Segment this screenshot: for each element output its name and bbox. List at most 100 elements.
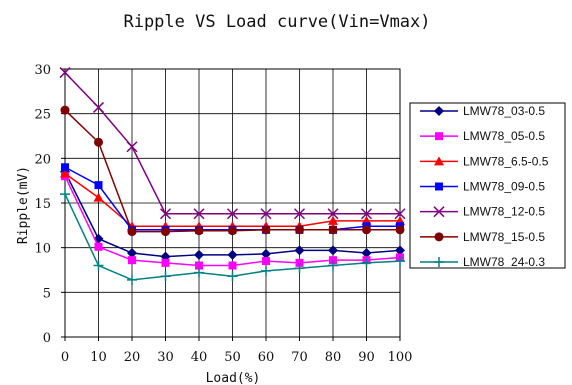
- series-5: [59, 67, 406, 220]
- data-point: [194, 249, 204, 260]
- data-point: [262, 257, 270, 266]
- data-point: [159, 208, 172, 220]
- data-point: [193, 208, 205, 220]
- legend-entry: LMW78_03-0.5: [420, 104, 545, 118]
- data-point: [362, 225, 371, 235]
- data-point: [395, 225, 405, 235]
- legend-label: LMW78_03-0.5: [463, 104, 545, 118]
- data-point: [328, 215, 338, 225]
- data-point: [93, 192, 104, 202]
- legend-label: LMW78_15-0.5: [463, 230, 545, 244]
- x-tick-label: 50: [224, 350, 241, 365]
- data-point: [261, 248, 271, 259]
- data-point: [261, 265, 271, 276]
- data-point: [127, 274, 137, 285]
- x-tick-label: 70: [291, 350, 308, 365]
- chart-title: Ripple VS Load curve(Vin=Vmax): [123, 12, 430, 32]
- legend-marker: [433, 206, 445, 218]
- data-point: [127, 227, 137, 237]
- data-point: [94, 181, 103, 190]
- data-point: [295, 225, 304, 235]
- data-point: [228, 261, 237, 270]
- legend-label: LMW78_12-0.5: [463, 205, 545, 219]
- legend: LMW78_03-0.5 LMW78_05-0.5 LMW78_6.5-0.5 LMW…: [409, 102, 566, 269]
- data-point: [328, 225, 338, 235]
- data-point: [360, 208, 373, 220]
- data-point: [294, 263, 305, 274]
- legend-entry: LMW78_09-0.5: [420, 180, 545, 194]
- data-point: [161, 258, 170, 267]
- data-point: [328, 260, 338, 271]
- data-point: [260, 208, 272, 220]
- x-tick-label: 100: [388, 350, 413, 365]
- data-point: [92, 101, 105, 113]
- data-point: [361, 257, 372, 268]
- data-point: [60, 189, 70, 200]
- data-point: [226, 208, 239, 220]
- x-tick-label: 10: [90, 350, 107, 365]
- legend-entry: LMW78_12-0.5: [420, 205, 545, 219]
- series-6: [60, 105, 405, 237]
- data-point: [329, 256, 337, 265]
- x-axis-label: Load(%): [206, 371, 261, 385]
- data-point: [127, 248, 137, 259]
- legend-marker: [435, 182, 443, 191]
- series-group: [59, 67, 406, 285]
- data-point: [228, 226, 237, 236]
- legend-marker: [434, 257, 444, 267]
- y-tick-label: 15: [34, 197, 51, 212]
- data-point: [59, 67, 71, 79]
- legend-marker: [434, 156, 444, 166]
- x-tick-label: 40: [191, 350, 208, 365]
- data-point: [128, 256, 136, 265]
- legend-marker: [434, 106, 444, 116]
- x-tick-label: 20: [124, 350, 141, 365]
- x-tick-label: 60: [258, 350, 275, 365]
- legend-label: LMW78_05-0.5: [463, 129, 545, 143]
- data-point: [261, 225, 271, 235]
- series-7: [60, 189, 405, 285]
- data-point: [227, 249, 238, 260]
- data-point: [161, 227, 170, 237]
- data-point: [227, 271, 238, 282]
- y-axis-label: Ripple(mV): [16, 166, 31, 244]
- legend-entry: LMW78_24-0.3: [420, 255, 545, 269]
- data-point: [160, 271, 171, 282]
- data-point: [294, 245, 305, 256]
- data-point: [60, 105, 70, 115]
- legend-entry: LMW78_6.5-0.5: [420, 154, 549, 168]
- legend-label: LMW78_6.5-0.5: [463, 154, 549, 168]
- x-tick-label: 0: [61, 350, 69, 365]
- x-tick-label: 80: [325, 350, 342, 365]
- data-point: [328, 245, 338, 256]
- y-tick-label: 10: [34, 242, 51, 257]
- grid: [65, 69, 400, 337]
- data-point: [395, 256, 405, 267]
- y-tick-label: 0: [43, 331, 51, 346]
- data-point: [194, 226, 204, 236]
- tick-labels: 0 5 10 15 20 25 30 0 10 20 30 40 50 60 70 80 90 100: [34, 63, 412, 365]
- data-point: [293, 208, 306, 220]
- legend-label: LMW78_09-0.5: [463, 180, 545, 194]
- legend-label: LMW78_24-0.3: [463, 255, 545, 269]
- data-point: [194, 267, 204, 278]
- x-tick-label: 90: [358, 350, 375, 365]
- data-point: [93, 260, 104, 271]
- data-point: [395, 245, 405, 256]
- data-point: [61, 163, 69, 172]
- legend-entry: LMW78_05-0.5: [420, 129, 545, 143]
- data-point: [295, 258, 304, 267]
- data-point: [126, 141, 138, 153]
- data-point: [94, 137, 103, 147]
- legend-marker: [435, 132, 443, 141]
- y-tick-label: 30: [34, 63, 51, 78]
- legend-entry: LMW78_15-0.5: [420, 230, 545, 244]
- x-tick-label: 30: [157, 350, 174, 365]
- y-tick-label: 20: [34, 152, 51, 167]
- data-point: [394, 208, 406, 220]
- data-point: [361, 248, 372, 259]
- y-tick-label: 25: [34, 108, 51, 123]
- y-tick-label: 5: [43, 286, 51, 301]
- data-point: [60, 168, 70, 178]
